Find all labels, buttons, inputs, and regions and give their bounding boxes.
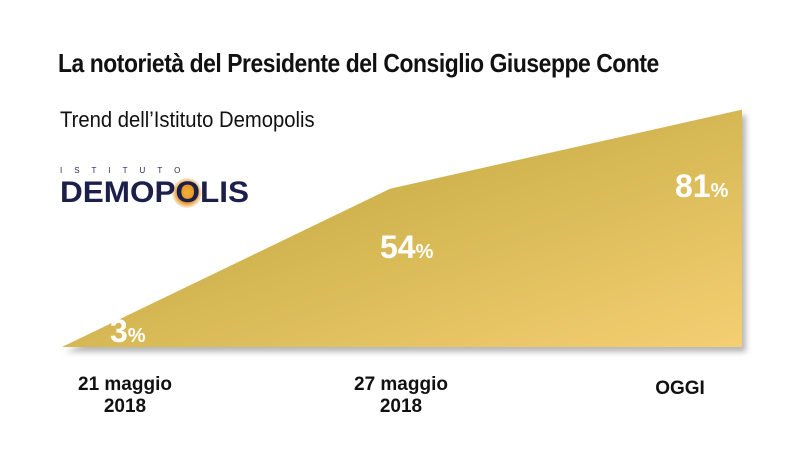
logo-small-text: ISTITUTO: [60, 166, 193, 175]
logo-glow-icon: [172, 178, 202, 208]
data-label: 81%: [675, 168, 729, 204]
x-tick-label: OGGI: [655, 378, 705, 399]
demopolis-logo: ISTITUTO DEMOPOLIS: [60, 166, 300, 209]
area-series: [62, 109, 742, 347]
chart-title: La notorietà del Presidente del Consigli…: [58, 48, 659, 78]
x-tick-label: 21 maggio 2018: [78, 374, 172, 417]
data-label: 3%: [110, 313, 146, 349]
x-tick-label: 27 maggio 2018: [354, 374, 448, 417]
data-label: 54%: [380, 229, 434, 265]
chart-subtitle: Trend dell’Istituto Demopolis: [60, 107, 315, 132]
logo-main-text: DEMOPOLIS: [60, 176, 250, 209]
